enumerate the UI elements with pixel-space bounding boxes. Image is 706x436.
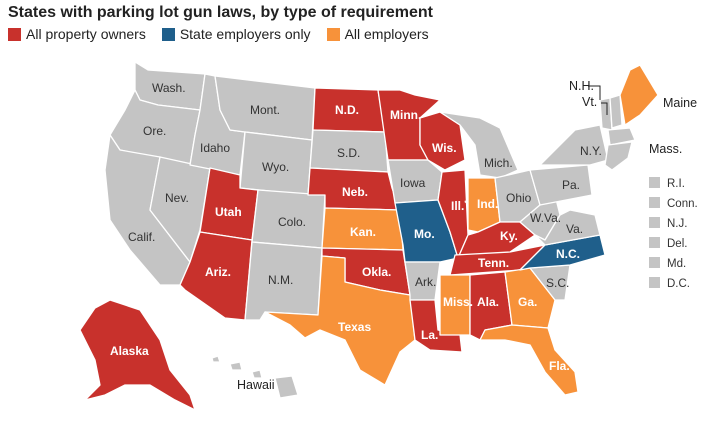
label-nc: N.C.: [556, 247, 580, 261]
legend-swatch: [8, 27, 21, 41]
label-ga: Ga.: [518, 295, 537, 309]
label-iowa: Iowa: [400, 176, 426, 190]
state-alaska[interactable]: [79, 299, 196, 411]
label-va: Va.: [566, 222, 583, 236]
label-wva: W.Va.: [530, 211, 561, 225]
small-state-box[interactable]: [649, 177, 660, 188]
label-nev: Nev.: [165, 191, 189, 205]
small-state-label: Md.: [667, 258, 686, 270]
label-minn: Minn.: [390, 108, 421, 122]
label-pa: Pa.: [562, 178, 580, 192]
label-mich: Mich.: [484, 156, 513, 170]
small-state-box[interactable]: [649, 277, 660, 288]
leader-lines: [588, 85, 608, 115]
label-nm: N.M.: [268, 273, 293, 287]
small-state-label: N.J.: [667, 218, 687, 230]
small-state-box[interactable]: [649, 257, 660, 268]
label-ky: Ky.: [500, 229, 518, 243]
label-texas: Texas: [338, 320, 371, 334]
legend-label: State employers only: [179, 26, 311, 42]
label-vt: Vt.: [582, 95, 597, 109]
small-states-list: R.I. Conn. N.J. Del. Md. D.C.: [649, 177, 698, 290]
label-ark: Ark.: [415, 275, 436, 289]
label-ny: N.Y.: [580, 144, 602, 158]
label-sc: S.C.: [546, 276, 569, 290]
state-texas[interactable]: [264, 255, 416, 386]
label-wis: Wis.: [432, 141, 457, 155]
label-sd: S.D.: [337, 146, 360, 160]
label-mo: Mo.: [414, 227, 435, 241]
label-kan: Kan.: [350, 225, 376, 239]
state-la[interactable]: [409, 299, 463, 353]
legend-label: All employers: [344, 26, 429, 42]
state-ky[interactable]: [457, 221, 536, 259]
state-hawaii[interactable]: [211, 355, 299, 399]
legend-item-all-property: All property owners: [8, 26, 146, 42]
state-maine[interactable]: [619, 64, 659, 126]
label-maine: Maine: [663, 96, 697, 110]
label-mass: Mass.: [649, 142, 682, 156]
label-wyo: Wyo.: [262, 160, 289, 174]
small-state-label: R.I.: [667, 178, 685, 190]
state-ct-ri-nj[interactable]: [604, 141, 633, 171]
state-va[interactable]: [534, 209, 601, 246]
label-fla: Fla.: [549, 359, 570, 373]
small-state-box[interactable]: [649, 237, 660, 248]
legend-swatch: [326, 27, 340, 41]
map-title: States with parking lot gun laws, by typ…: [8, 4, 433, 21]
legend: All property owners State employers only…: [8, 25, 445, 43]
label-okla: Okla.: [362, 265, 391, 279]
small-state-box[interactable]: [649, 197, 660, 208]
state-mass[interactable]: [607, 127, 636, 146]
label-alaska: Alaska: [110, 344, 149, 358]
label-ind: Ind.: [477, 197, 498, 211]
legend-swatch: [161, 27, 175, 41]
legend-item-state-employers: State employers only: [161, 26, 311, 42]
label-ill: Ill.*: [451, 199, 468, 213]
label-ala: Ala.: [477, 295, 499, 309]
label-idaho: Idaho: [200, 141, 230, 155]
state-fla[interactable]: [479, 324, 579, 396]
small-state-box[interactable]: [649, 217, 660, 228]
small-state-label: D.C.: [667, 278, 690, 290]
legend-item-all-employers: All employers: [326, 26, 429, 42]
label-wash: Wash.: [152, 81, 186, 95]
label-ohio: Ohio: [506, 191, 532, 205]
label-mont: Mont.: [250, 103, 280, 117]
label-utah: Utah: [215, 205, 242, 219]
label-nh: N.H.: [569, 79, 594, 93]
state-pa[interactable]: [529, 164, 593, 206]
label-miss: Miss.: [443, 295, 473, 309]
label-ariz: Ariz.: [205, 265, 231, 279]
label-ore: Ore.: [143, 124, 166, 138]
state-ny[interactable]: [539, 124, 609, 166]
state-labels: Wash. Ore. Idaho Mont. Wyo. Nev. Calif. …: [110, 79, 697, 392]
small-state-label: Del.: [667, 238, 687, 250]
label-nd: N.D.: [335, 103, 359, 117]
label-calif: Calif.: [128, 230, 155, 244]
label-la: La.: [421, 328, 438, 342]
label-tenn: Tenn.: [478, 256, 509, 270]
legend-label: All property owners: [26, 26, 146, 42]
state-nh[interactable]: [609, 94, 623, 129]
small-state-label: Conn.: [667, 198, 698, 210]
label-neb: Neb.: [342, 185, 368, 199]
label-hawaii: Hawaii: [237, 378, 275, 392]
label-colo: Colo.: [278, 215, 306, 229]
